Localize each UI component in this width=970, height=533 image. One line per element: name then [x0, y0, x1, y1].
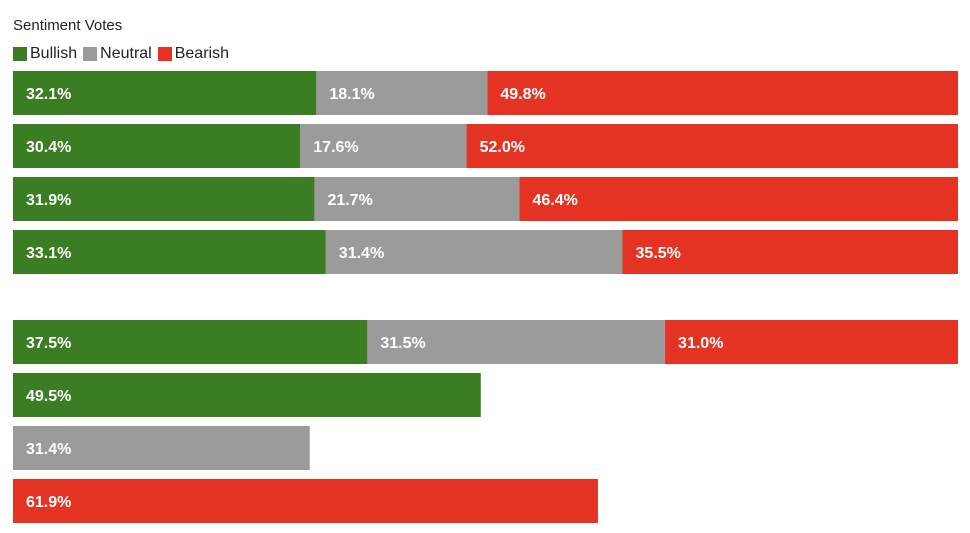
bar-segment-neutral	[325, 230, 623, 274]
legend-label-bearish: Bearish	[174, 45, 229, 62]
bar-label-bearish: 52.0%	[480, 139, 525, 156]
bar-segment-bullish	[13, 230, 326, 274]
chart-title: Sentiment Votes	[13, 17, 123, 34]
bar-segment-neutral	[367, 320, 666, 364]
bar-segment-bullish	[13, 320, 368, 364]
bar-label-neutral: 18.1%	[329, 86, 374, 103]
bar-label-bullish: 30.4%	[26, 139, 71, 156]
bar-row-2: 30.4% 17.6% 52.0%	[13, 124, 958, 168]
bar-label-bullish: 49.5%	[26, 388, 71, 405]
bar-label-bearish: 61.9%	[26, 494, 71, 511]
bar-label-neutral: 31.5%	[380, 335, 425, 352]
legend-swatch-bullish	[13, 47, 27, 61]
bar-row-3: 31.9% 21.7% 46.4%	[13, 177, 958, 221]
legend-item-bullish: Bullish	[13, 45, 77, 63]
bar-label-bullish: 31.9%	[26, 192, 71, 209]
bar-label-bullish: 37.5%	[26, 335, 71, 352]
bar-label-bullish: 32.1%	[26, 86, 71, 103]
bar-segment-neutral	[13, 426, 310, 470]
legend-swatch-neutral	[83, 47, 98, 61]
legend: Bullish Neutral Bearish	[13, 44, 229, 64]
bar-segment-neutral	[316, 71, 488, 115]
bar-segment-bullish	[13, 177, 315, 221]
legend-item-neutral: Neutral	[83, 45, 152, 63]
bar-row-5: 37.5% 31.5% 31.0%	[13, 320, 958, 364]
bar-segment-bearish	[13, 479, 598, 523]
bar-segment-neutral	[314, 177, 520, 221]
bar-segment-bearish	[466, 124, 958, 168]
bar-row-7: 31.4%	[13, 426, 310, 470]
bar-segment-bullish	[13, 71, 317, 115]
bar-segment-bearish	[622, 230, 958, 274]
bar-segment-bearish	[519, 177, 958, 221]
bar-segment-bearish	[665, 320, 958, 364]
bar-label-bearish: 46.4%	[533, 192, 578, 209]
bar-row-4: 33.1% 31.4% 35.5%	[13, 230, 958, 274]
bar-label-neutral: 31.4%	[339, 245, 384, 262]
bar-row-8: 61.9%	[13, 479, 598, 523]
bar-row-1: 32.1% 18.1% 49.8%	[13, 71, 958, 115]
bar-label-neutral: 31.4%	[26, 441, 71, 458]
bar-row-6: 49.5%	[13, 373, 481, 417]
legend-label-bullish: Bullish	[30, 45, 78, 62]
bar-label-bullish: 33.1%	[26, 245, 71, 262]
legend-swatch-bearish	[157, 47, 172, 61]
bar-label-neutral: 21.7%	[327, 192, 372, 209]
bar-label-bearish: 35.5%	[636, 245, 681, 262]
legend-label-neutral: Neutral	[100, 45, 152, 62]
bar-segment-bearish	[487, 71, 958, 115]
legend-item-bearish: Bearish	[157, 45, 229, 63]
bar-segment-bullish	[13, 124, 301, 168]
bar-label-neutral: 17.6%	[313, 139, 358, 156]
bar-label-bearish: 49.8%	[500, 86, 545, 103]
bar-segment-bullish	[13, 373, 481, 417]
bar-label-bearish: 31.0%	[678, 335, 723, 352]
bar-segment-neutral	[300, 124, 467, 168]
